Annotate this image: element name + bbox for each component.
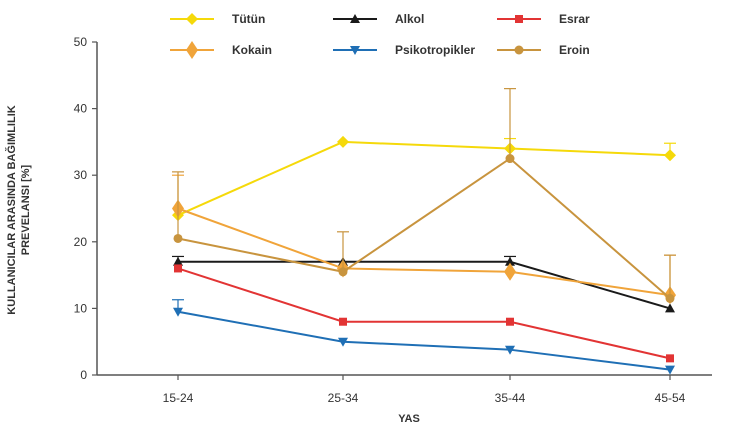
y-tick-label: 10 [74,301,88,315]
data-point [665,365,675,375]
series-line [177,310,671,371]
legend-marker [515,15,523,23]
data-point [174,264,182,273]
data-point [173,233,183,243]
legend-label: Alkol [395,12,424,26]
x-tick-label: 35-44 [495,391,526,405]
series-0 [172,135,676,222]
series-line [177,207,671,297]
data-point [505,256,515,266]
data-point [173,256,183,266]
data-point [666,354,674,363]
data-point [504,262,516,281]
data-point [664,149,676,162]
series-2 [174,264,674,363]
series-4 [172,299,675,375]
data-point [506,317,514,326]
data-point [665,293,675,303]
data-point [505,154,515,164]
legend-marker [350,14,360,23]
legend-label: Tütün [232,12,265,26]
legend-item-5: Eroin [497,43,590,57]
legend-item-3: Kokain [170,41,272,59]
series-line [178,260,671,310]
y-tick-label: 50 [74,35,88,49]
legend-marker [186,13,198,25]
data-point [338,337,348,347]
y-tick-label: 30 [74,168,88,182]
legend-marker [514,45,524,55]
legend: Tütün Alkol Esrar Kokain Psikotropikler Eroin [170,12,590,59]
legend-label: Kokain [232,43,272,57]
legend-item-2: Esrar [497,12,590,26]
legend-label: Eroin [559,43,590,57]
x-tick-label: 15-24 [163,391,194,405]
axes: 0 10 20 30 40 50 15-24 25-34 35-44 45-54 [74,35,712,405]
y-tick-label: 20 [74,235,88,249]
y-tick-label: 40 [74,102,88,116]
legend-label: Psikotropikler [395,43,475,57]
legend-item-0: Tütün [170,12,265,26]
legend-item-1: Alkol [333,12,424,26]
y-axis-title-line-1: KULLANICILAR ARASINDA BAĞIMLILIK [5,105,18,314]
legend-marker [350,46,360,55]
data-point [339,317,347,326]
legend-label: Esrar [559,12,590,26]
series-3 [172,174,676,305]
x-axis-title: YAS [398,413,420,425]
series-line [177,157,671,300]
series-5 [172,88,676,303]
data-point [337,135,349,148]
data-point [665,303,675,313]
series-layer [172,88,676,375]
series-line [177,267,671,360]
x-tick-label: 25-34 [328,391,359,405]
x-tick-label: 45-54 [655,391,686,405]
data-point [173,307,183,317]
legend-item-4: Psikotropikler [333,43,475,57]
legend-marker [186,41,198,59]
data-point [505,345,515,355]
y-tick-label: 0 [80,368,87,382]
series-line [177,140,671,217]
y-axis-title-line-2: PREVELANSI [%] [20,164,32,255]
data-point [338,267,348,277]
